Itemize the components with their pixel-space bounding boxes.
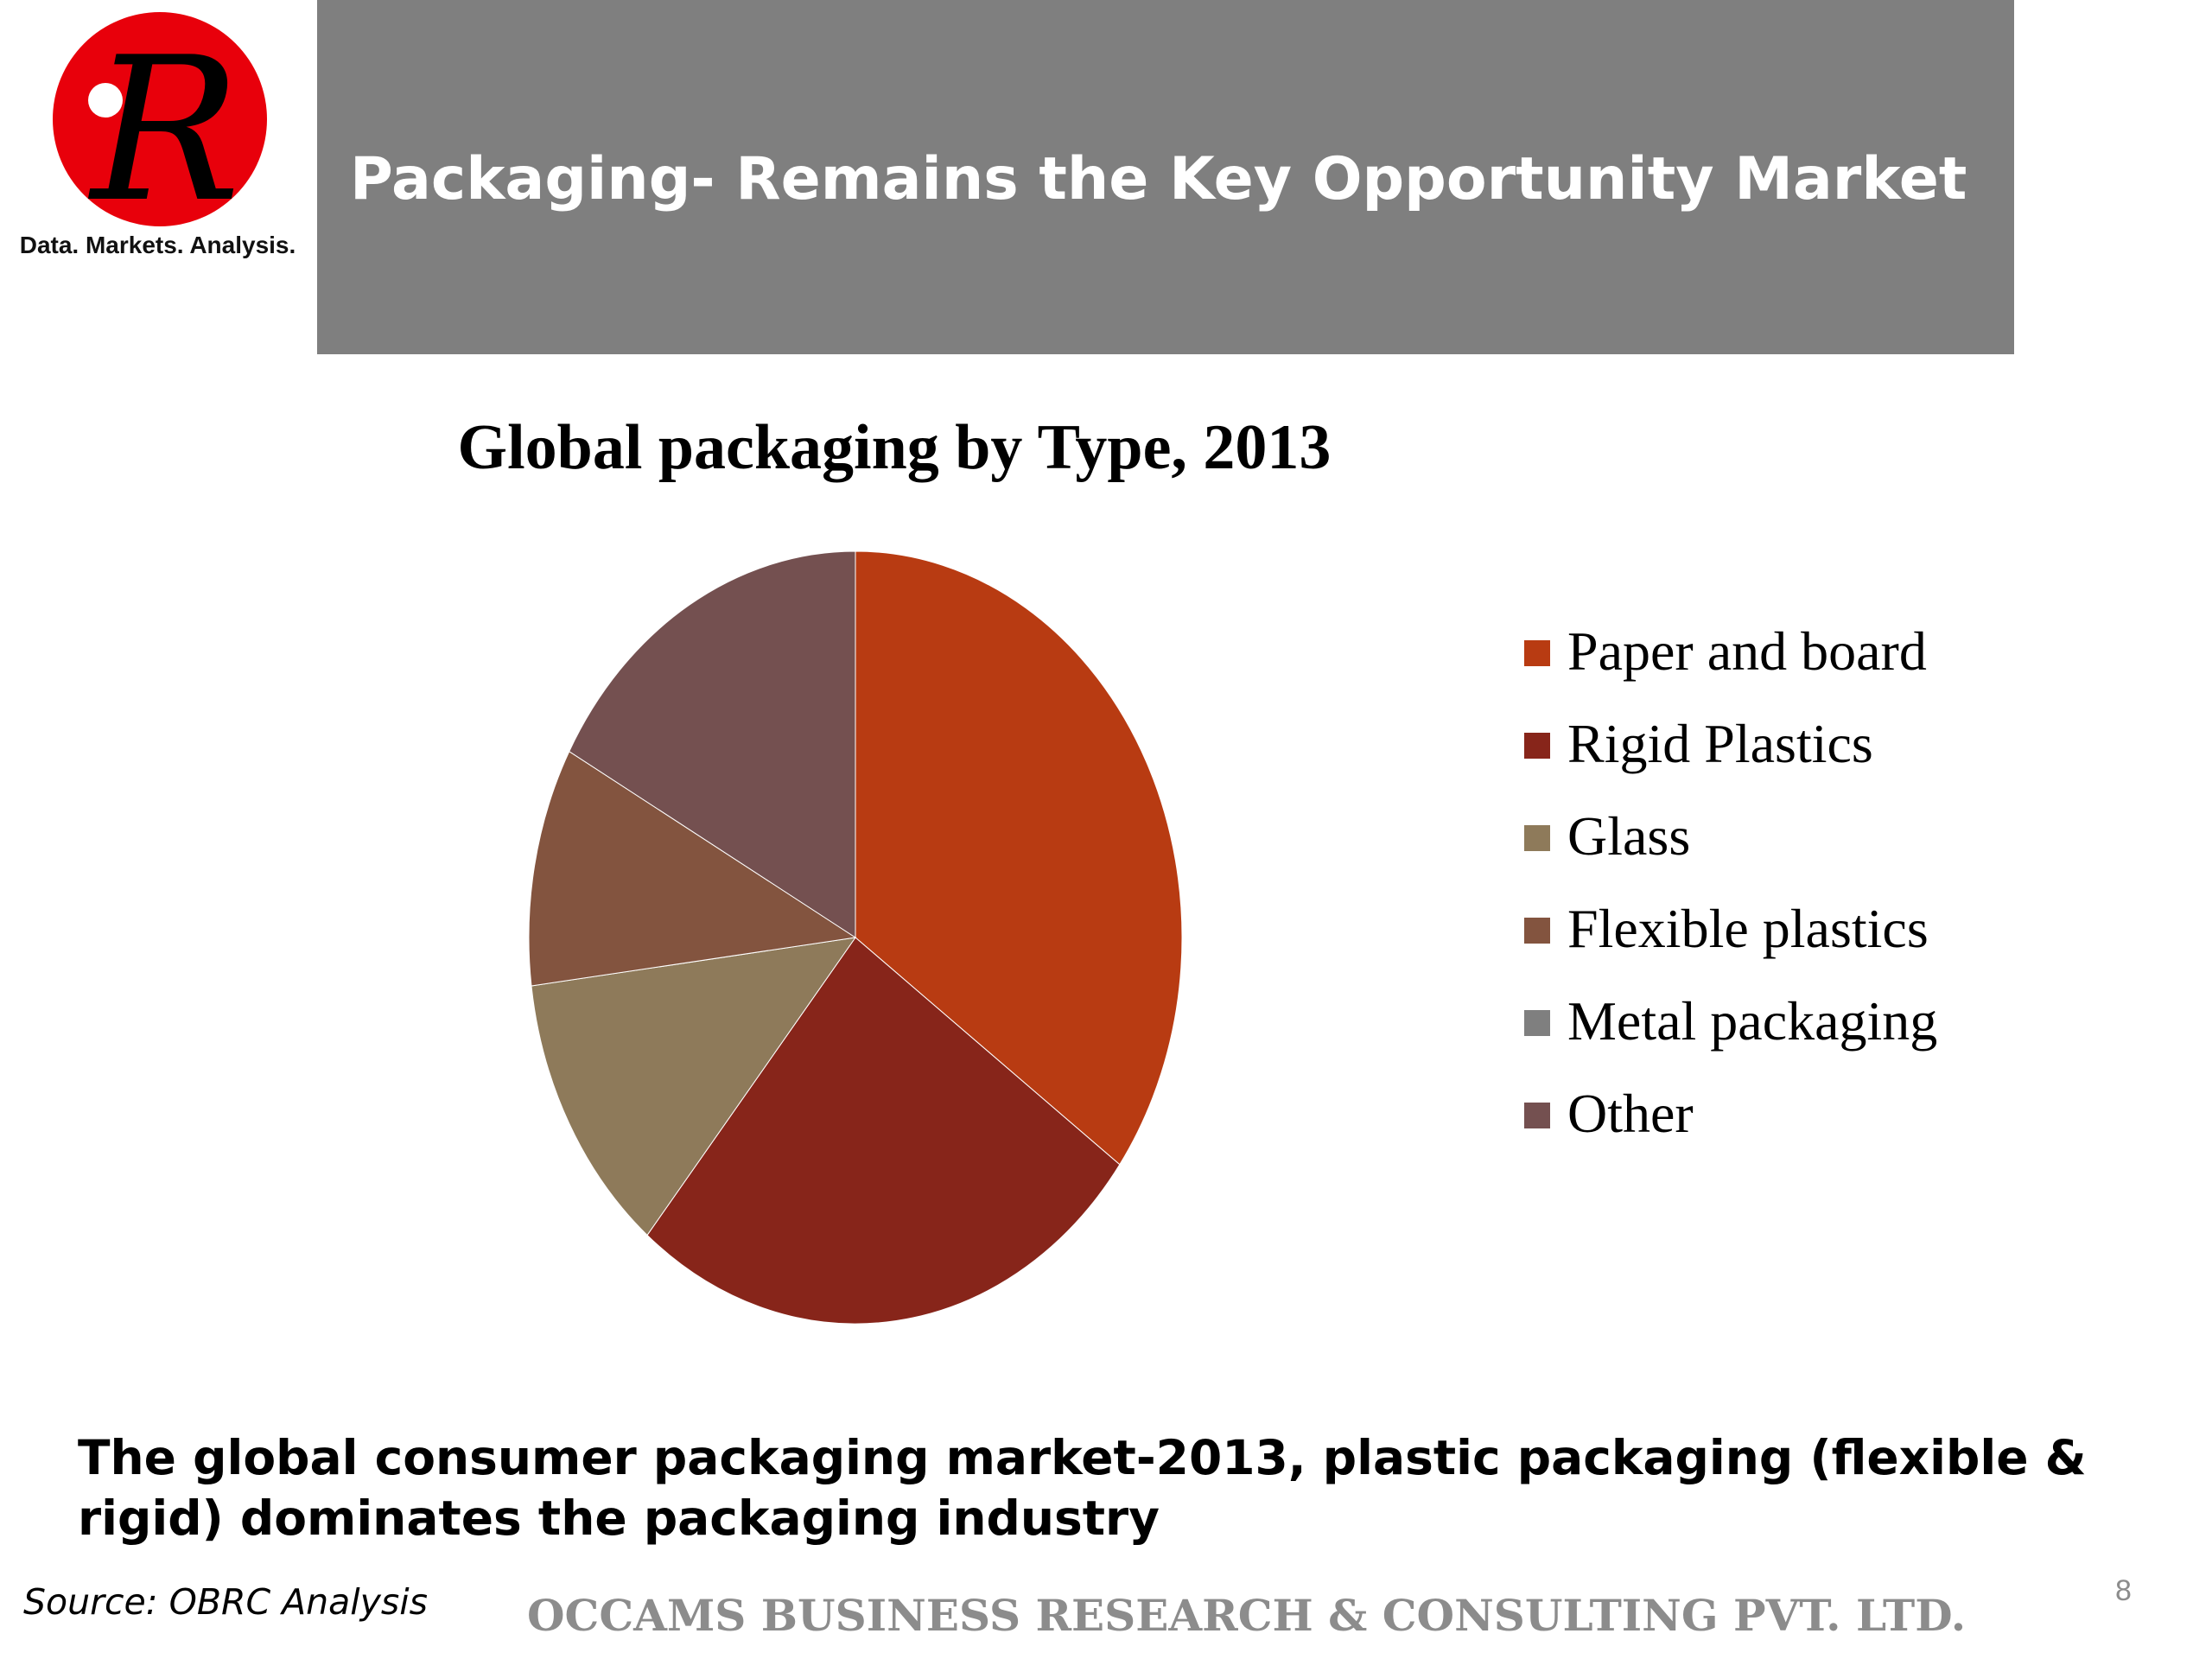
pie-slice-glass xyxy=(531,937,857,1236)
logo-circle xyxy=(53,12,267,226)
legend-label-rigid-plastics: Rigid Plastics xyxy=(1567,713,1873,774)
page-number: 8 xyxy=(2115,1574,2132,1607)
logo-tagline: Data. Markets. Analysis. xyxy=(19,232,296,258)
pie-slices xyxy=(528,550,1183,1325)
source-note: Source: OBRC Analysis xyxy=(23,1581,429,1623)
title-bar: Packaging- Remains the Key Opportunity M… xyxy=(317,0,2014,354)
pie-slice-other xyxy=(569,550,856,938)
legend-label-metal-packaging: Metal packaging xyxy=(1567,990,1937,1052)
legend-swatch-rigid-plastics xyxy=(1524,733,1550,759)
legend-label-glass: Glass xyxy=(1567,805,1690,867)
legend-swatch-glass xyxy=(1524,825,1550,851)
legend-swatch-other xyxy=(1524,1103,1550,1128)
company-name: OCCAMS BUSINESS RESEARCH & CONSULTING PV… xyxy=(527,1590,1967,1641)
logo-dot xyxy=(88,83,123,118)
legend-label-other: Other xyxy=(1567,1083,1694,1144)
logo-mark: R xyxy=(53,12,267,246)
legend-label-paper-and-board: Paper and board xyxy=(1567,620,1927,682)
legend-swatch-metal-packaging xyxy=(1524,1010,1550,1036)
pie-slice-paper-and-board xyxy=(855,550,1183,1166)
legend-swatch-paper-and-board xyxy=(1524,640,1550,666)
pie-slice-rigid-plastics xyxy=(646,937,1121,1325)
slide-caption: The global consumer packaging market-201… xyxy=(78,1430,2087,1546)
logo-letter: R xyxy=(87,16,240,233)
legend-label-flexible-plastics: Flexible plastics xyxy=(1567,898,1929,959)
pie-chart: Global packaging by Type, 2013 Paper and… xyxy=(458,412,1937,1325)
chart-legend: Paper and board Rigid Plastics Glass Flexib… xyxy=(1524,620,1937,1144)
company-logo: R Data. Markets. Analysis. xyxy=(0,0,315,285)
legend-swatch-flexible-plastics xyxy=(1524,918,1550,944)
slide-title: Packaging- Remains the Key Opportunity M… xyxy=(350,145,1967,213)
pie-slice-flexible-plastics xyxy=(528,750,857,987)
chart-title: Global packaging by Type, 2013 xyxy=(458,412,1332,483)
